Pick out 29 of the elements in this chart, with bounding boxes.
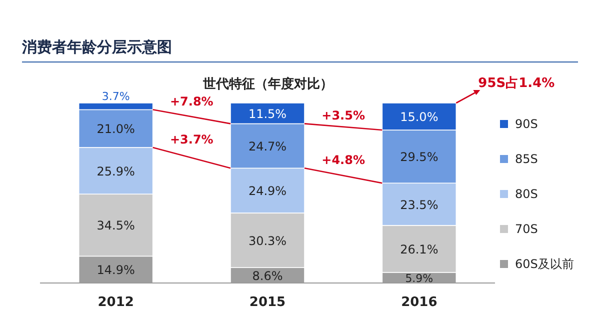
data-label: 8.6% <box>252 268 283 283</box>
data-label: 24.9% <box>248 184 287 198</box>
annotation: +7.8% <box>170 94 214 109</box>
data-label: 25.9% <box>96 164 135 178</box>
data-label: 30.3% <box>248 234 287 248</box>
data-label: 3.7% <box>102 90 130 103</box>
chart-title: 世代特征（年度对比） <box>202 76 333 92</box>
data-label: 24.7% <box>248 139 287 154</box>
data-label: 34.5% <box>96 218 135 233</box>
data-label: 23.5% <box>400 198 438 212</box>
annotation: +4.8% <box>322 153 366 168</box>
data-label: 14.9% <box>96 263 135 278</box>
legend-label: 80S <box>515 187 538 201</box>
legend-label: 60S及以前 <box>515 257 574 271</box>
annotation: +3.7% <box>170 132 214 146</box>
legend-label: 70S <box>515 222 538 236</box>
x-tick-label: 2015 <box>249 295 286 310</box>
data-label: 11.5% <box>248 106 287 121</box>
data-label: 26.1% <box>400 242 438 256</box>
x-tick-label: 2012 <box>98 295 134 310</box>
data-label: 29.5% <box>400 150 438 164</box>
legend-label: 85S <box>515 152 538 166</box>
legend-label: 90S <box>515 117 538 131</box>
x-tick-label: 2016 <box>401 295 438 310</box>
chart-subtitle: 消费者年龄分层示意图 <box>21 38 172 56</box>
data-label: 5.9% <box>405 272 434 286</box>
data-label: 15.0% <box>400 110 438 124</box>
data-label: 21.0% <box>96 122 135 136</box>
annotation: +3.5% <box>322 108 366 123</box>
